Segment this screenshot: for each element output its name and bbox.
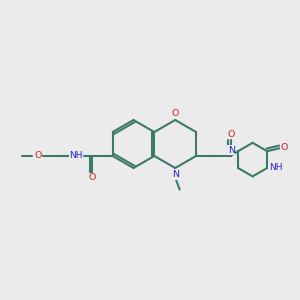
Text: NH: NH [69,151,83,160]
Text: N: N [172,170,179,179]
Text: O: O [172,110,179,118]
Text: N: N [228,146,235,155]
Text: O: O [88,173,96,182]
Text: O: O [227,130,235,139]
Text: O: O [280,142,288,152]
Text: NH: NH [269,163,282,172]
Text: O: O [34,151,41,160]
